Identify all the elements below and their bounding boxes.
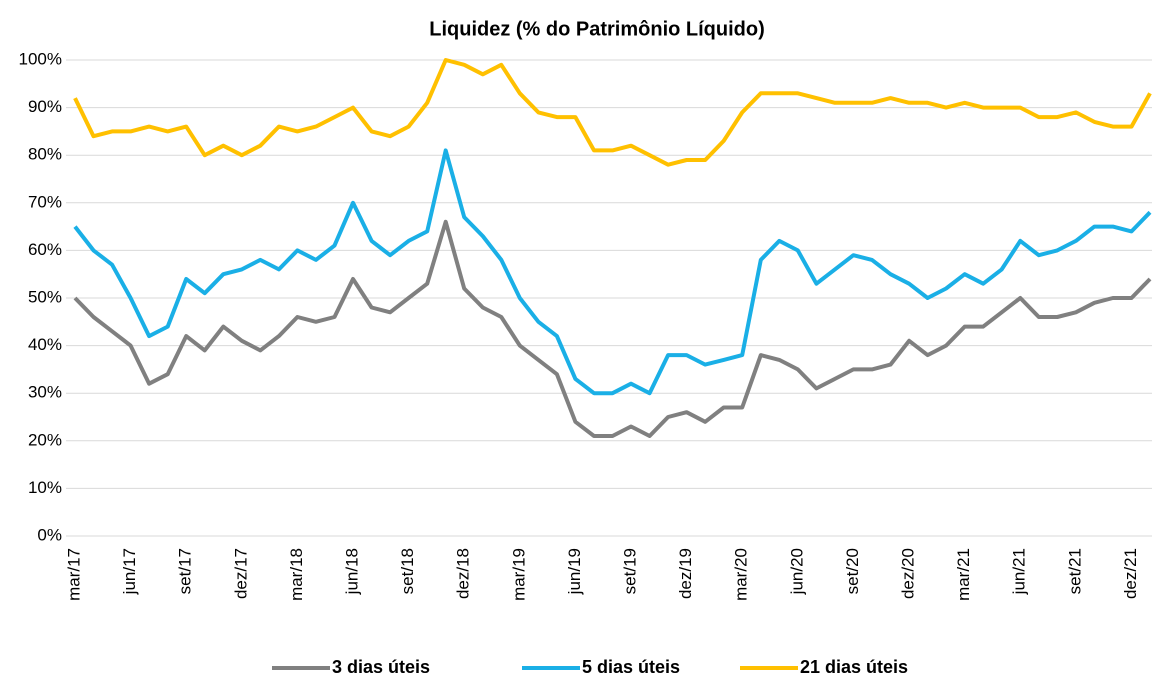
x-tick-label: mar/21 <box>954 548 973 601</box>
series-line <box>73 219 1152 438</box>
y-tick-label: 40% <box>28 335 62 354</box>
chart-title: Liquidez (% do Patrimônio Líquido) <box>429 18 765 40</box>
legend-label: 3 dias úteis <box>332 657 430 677</box>
series-line <box>73 148 1152 396</box>
x-tick-label: set/19 <box>621 548 640 594</box>
x-tick-label: dez/17 <box>231 548 250 599</box>
legend-label: 5 dias úteis <box>582 657 680 677</box>
series-line <box>73 58 1152 167</box>
grid <box>66 59 1152 537</box>
x-tick-label: dez/21 <box>1121 548 1140 599</box>
y-tick-label: 80% <box>28 145 62 164</box>
y-tick-label: 100% <box>19 49 62 68</box>
y-tick-label: 30% <box>28 383 62 402</box>
x-tick-label: set/17 <box>176 548 195 594</box>
x-tick-label: set/18 <box>398 548 417 594</box>
x-tick-label: jun/21 <box>1010 548 1029 595</box>
y-tick-label: 60% <box>28 240 62 259</box>
legend-label: 21 dias úteis <box>800 657 908 677</box>
x-tick-label: dez/20 <box>899 548 918 599</box>
x-tick-label: mar/19 <box>509 548 528 601</box>
x-tick-label: jun/18 <box>343 548 362 595</box>
lines <box>73 58 1152 438</box>
x-tick-label: dez/18 <box>454 548 473 599</box>
y-tick-label: 10% <box>28 478 62 497</box>
x-tick-label: jun/19 <box>565 548 584 595</box>
y-tick-label: 70% <box>28 192 62 211</box>
x-tick-label: mar/18 <box>287 548 306 601</box>
y-tick-label: 0% <box>37 525 62 544</box>
y-tick-label: 20% <box>28 430 62 449</box>
legend: 3 dias úteis 5 dias úteis 21 dias úteis <box>272 657 908 677</box>
y-tick-label: 90% <box>28 97 62 116</box>
x-tick-label: set/20 <box>843 548 862 594</box>
x-tick-label: jun/20 <box>787 548 806 595</box>
x-tick-label: mar/17 <box>64 548 83 601</box>
x-tick-label: dez/19 <box>676 548 695 599</box>
y-tick-label: 50% <box>28 287 62 306</box>
x-tick-label: set/21 <box>1065 548 1084 594</box>
x-tick-label: jun/17 <box>120 548 139 595</box>
axes: 0% 10% 20% 30% 40% 50% 60% 70% 80% 90% 100% mar/17 j… <box>19 49 1152 601</box>
x-tick-label: mar/20 <box>732 548 751 601</box>
